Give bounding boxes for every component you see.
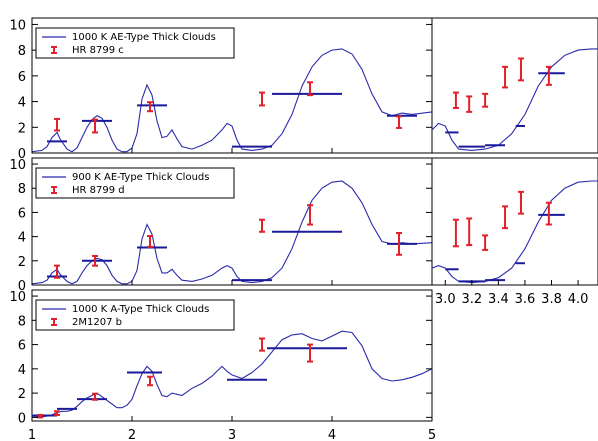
observed-point bbox=[545, 65, 552, 86]
panel-1 bbox=[431, 17, 598, 154]
y-tick-label: 10 bbox=[9, 18, 26, 33]
x-tick-label: 3.2 bbox=[461, 292, 482, 307]
x-tick-label: 3.6 bbox=[515, 292, 536, 307]
y-tick-label: 6 bbox=[18, 206, 26, 221]
y-tick-label: 2 bbox=[18, 387, 26, 402]
observed-point bbox=[54, 117, 60, 132]
observed-point bbox=[307, 81, 313, 97]
observed-point bbox=[147, 235, 153, 248]
observed-point bbox=[259, 337, 265, 352]
y-tick-label: 2 bbox=[18, 121, 26, 136]
x-tick-label: 3.0 bbox=[435, 292, 456, 307]
observed-point bbox=[147, 375, 153, 387]
observed-point bbox=[307, 343, 313, 363]
panel-frame bbox=[431, 17, 598, 154]
x-tick-label: 3.4 bbox=[488, 292, 509, 307]
observed-point bbox=[502, 205, 509, 230]
observed-point bbox=[482, 234, 489, 251]
x-tick-label: 3.8 bbox=[541, 292, 562, 307]
legend-model-label: 1000 K AE-Type Thick Clouds bbox=[72, 32, 216, 43]
legend: 900 K AE-Type Thick Clouds HR 8799 d bbox=[35, 167, 235, 199]
legend-observed-label: HR 8799 d bbox=[72, 185, 125, 196]
y-tick-label: 2 bbox=[18, 255, 26, 270]
y-tick-label: 4 bbox=[18, 231, 26, 246]
y-tick-label: 10 bbox=[9, 290, 26, 305]
observed-point bbox=[517, 57, 524, 82]
observed-point bbox=[452, 91, 459, 109]
observed-point bbox=[147, 101, 153, 113]
y-tick-label: 0 bbox=[18, 147, 26, 162]
model-spectrum-line bbox=[32, 48, 432, 153]
observed-point bbox=[482, 92, 489, 108]
observed-point bbox=[466, 217, 473, 247]
panel-frame bbox=[431, 157, 598, 286]
observed-point bbox=[517, 190, 524, 215]
legend-observed-label: 2M1207 b bbox=[72, 317, 122, 328]
legend-model-label: 1000 K A-Type Thick Clouds bbox=[72, 304, 209, 315]
observed-point bbox=[54, 410, 60, 416]
legend: 1000 K AE-Type Thick Clouds HR 8799 c bbox=[35, 27, 235, 59]
observed-point bbox=[92, 392, 98, 401]
y-tick-label: 0 bbox=[18, 411, 26, 426]
model-spectrum-line bbox=[32, 180, 432, 285]
x-tick-label: 1 bbox=[28, 428, 36, 441]
y-tick-label: 4 bbox=[18, 363, 26, 378]
observed-point bbox=[466, 95, 473, 113]
observed-point bbox=[92, 118, 98, 134]
x-tick-label: 5 bbox=[428, 428, 436, 441]
y-tick-label: 0 bbox=[18, 279, 26, 294]
x-tick-label: 2 bbox=[128, 428, 136, 441]
panel-2: 0 2 4 6 8 10 900 K AE-Type Thick Clouds HR 8799… bbox=[9, 157, 433, 294]
panel-0: 0 2 4 6 8 10 1000 K AE-Type Thick Clouds HR 879… bbox=[9, 17, 433, 162]
y-tick-label: 4 bbox=[18, 96, 26, 111]
y-tick-label: 8 bbox=[18, 44, 26, 59]
x-tick-label: 3 bbox=[228, 428, 236, 441]
y-tick-label: 8 bbox=[18, 314, 26, 329]
legend: 1000 K A-Type Thick Clouds 2M1207 b bbox=[35, 299, 235, 331]
x-tick-label: 4.0 bbox=[568, 292, 589, 307]
observed-point bbox=[307, 204, 313, 226]
observed-point bbox=[259, 218, 265, 233]
y-tick-label: 6 bbox=[18, 339, 26, 354]
observed-point bbox=[92, 254, 98, 267]
panel-3: 3.0 3.2 3.4 3.6 3.8 4.0 bbox=[431, 157, 598, 307]
model-spectrum-line bbox=[432, 180, 598, 284]
legend-observed-label: HR 8799 c bbox=[72, 45, 124, 56]
y-tick-label: 10 bbox=[9, 158, 26, 173]
observed-point bbox=[259, 91, 265, 107]
model-spectrum-line bbox=[32, 330, 432, 418]
x-tick-label: 4 bbox=[328, 428, 336, 441]
observed-point bbox=[396, 231, 402, 256]
observed-point bbox=[396, 115, 402, 129]
observed-point bbox=[545, 201, 552, 226]
y-tick-label: 6 bbox=[18, 70, 26, 85]
y-tick-label: 8 bbox=[18, 182, 26, 197]
observed-point bbox=[502, 65, 509, 89]
legend-model-label: 900 K AE-Type Thick Clouds bbox=[72, 172, 209, 183]
observed-point bbox=[452, 218, 459, 248]
observed-point bbox=[54, 264, 60, 279]
